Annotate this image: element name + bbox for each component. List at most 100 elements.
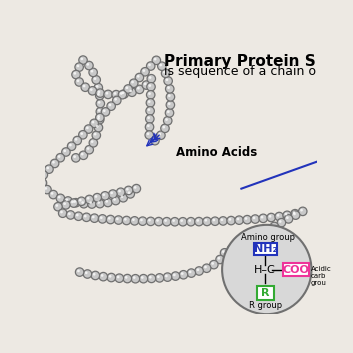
Circle shape (180, 219, 183, 222)
Circle shape (141, 276, 144, 279)
Circle shape (73, 72, 76, 75)
Circle shape (145, 123, 154, 131)
Circle shape (286, 216, 289, 219)
Circle shape (126, 86, 128, 89)
Circle shape (284, 215, 293, 223)
Circle shape (149, 76, 151, 79)
Circle shape (227, 245, 236, 253)
Circle shape (43, 185, 51, 194)
Circle shape (148, 108, 150, 111)
Circle shape (130, 217, 139, 225)
Circle shape (113, 198, 116, 201)
Circle shape (216, 255, 224, 264)
Circle shape (133, 276, 136, 279)
Circle shape (164, 219, 167, 222)
Circle shape (76, 268, 84, 276)
Circle shape (146, 107, 154, 115)
Circle shape (116, 217, 119, 220)
Circle shape (293, 213, 296, 215)
Circle shape (179, 217, 187, 226)
Circle shape (146, 217, 155, 226)
Circle shape (269, 215, 271, 218)
Circle shape (93, 193, 101, 202)
Circle shape (113, 96, 121, 104)
Circle shape (157, 62, 166, 71)
Circle shape (166, 85, 174, 93)
Circle shape (204, 266, 207, 268)
Circle shape (96, 99, 104, 108)
Circle shape (109, 190, 117, 198)
Circle shape (92, 216, 95, 219)
Circle shape (106, 215, 115, 224)
Circle shape (122, 91, 124, 94)
Circle shape (149, 84, 151, 87)
Circle shape (64, 197, 72, 205)
Circle shape (229, 218, 231, 221)
Circle shape (267, 213, 275, 222)
Circle shape (96, 115, 104, 124)
Circle shape (243, 215, 251, 224)
Circle shape (79, 199, 82, 202)
Circle shape (167, 86, 170, 89)
Circle shape (73, 136, 82, 145)
Circle shape (131, 81, 134, 83)
Circle shape (126, 190, 134, 198)
Circle shape (96, 85, 98, 88)
Circle shape (79, 151, 88, 160)
Circle shape (168, 102, 170, 105)
Circle shape (211, 262, 214, 265)
Circle shape (90, 214, 99, 222)
Circle shape (166, 78, 168, 81)
Circle shape (236, 243, 239, 245)
Circle shape (128, 191, 131, 194)
Circle shape (220, 249, 229, 257)
Circle shape (122, 216, 131, 225)
Circle shape (77, 79, 79, 82)
Circle shape (227, 216, 235, 225)
Circle shape (47, 167, 49, 169)
Circle shape (147, 83, 155, 91)
Circle shape (130, 90, 132, 92)
Circle shape (54, 203, 62, 211)
Circle shape (79, 131, 87, 139)
Circle shape (58, 155, 60, 158)
Bar (283, 263, 309, 276)
Circle shape (152, 138, 155, 141)
Circle shape (97, 93, 100, 96)
Circle shape (148, 100, 151, 103)
Circle shape (62, 148, 70, 156)
Circle shape (299, 207, 307, 216)
Bar (254, 243, 277, 255)
Circle shape (89, 202, 92, 204)
Circle shape (98, 101, 101, 104)
Circle shape (94, 133, 96, 136)
Circle shape (195, 217, 203, 226)
Circle shape (157, 131, 165, 139)
Circle shape (140, 219, 143, 221)
Circle shape (84, 125, 93, 133)
Circle shape (285, 213, 287, 215)
Circle shape (79, 56, 87, 64)
Circle shape (56, 154, 65, 162)
Circle shape (202, 264, 211, 273)
Circle shape (235, 216, 243, 225)
Circle shape (112, 90, 120, 99)
Circle shape (126, 188, 129, 191)
Circle shape (55, 204, 58, 207)
Circle shape (195, 267, 203, 275)
Circle shape (107, 273, 115, 282)
Circle shape (148, 219, 151, 222)
Circle shape (117, 276, 120, 279)
Circle shape (96, 89, 104, 97)
Circle shape (88, 86, 97, 95)
Circle shape (172, 219, 175, 222)
Circle shape (277, 219, 286, 227)
Circle shape (158, 133, 161, 136)
Circle shape (49, 190, 58, 199)
Circle shape (106, 92, 108, 95)
Circle shape (283, 211, 291, 220)
Circle shape (61, 201, 70, 209)
Circle shape (101, 274, 103, 277)
Circle shape (279, 220, 282, 223)
Circle shape (97, 117, 100, 120)
